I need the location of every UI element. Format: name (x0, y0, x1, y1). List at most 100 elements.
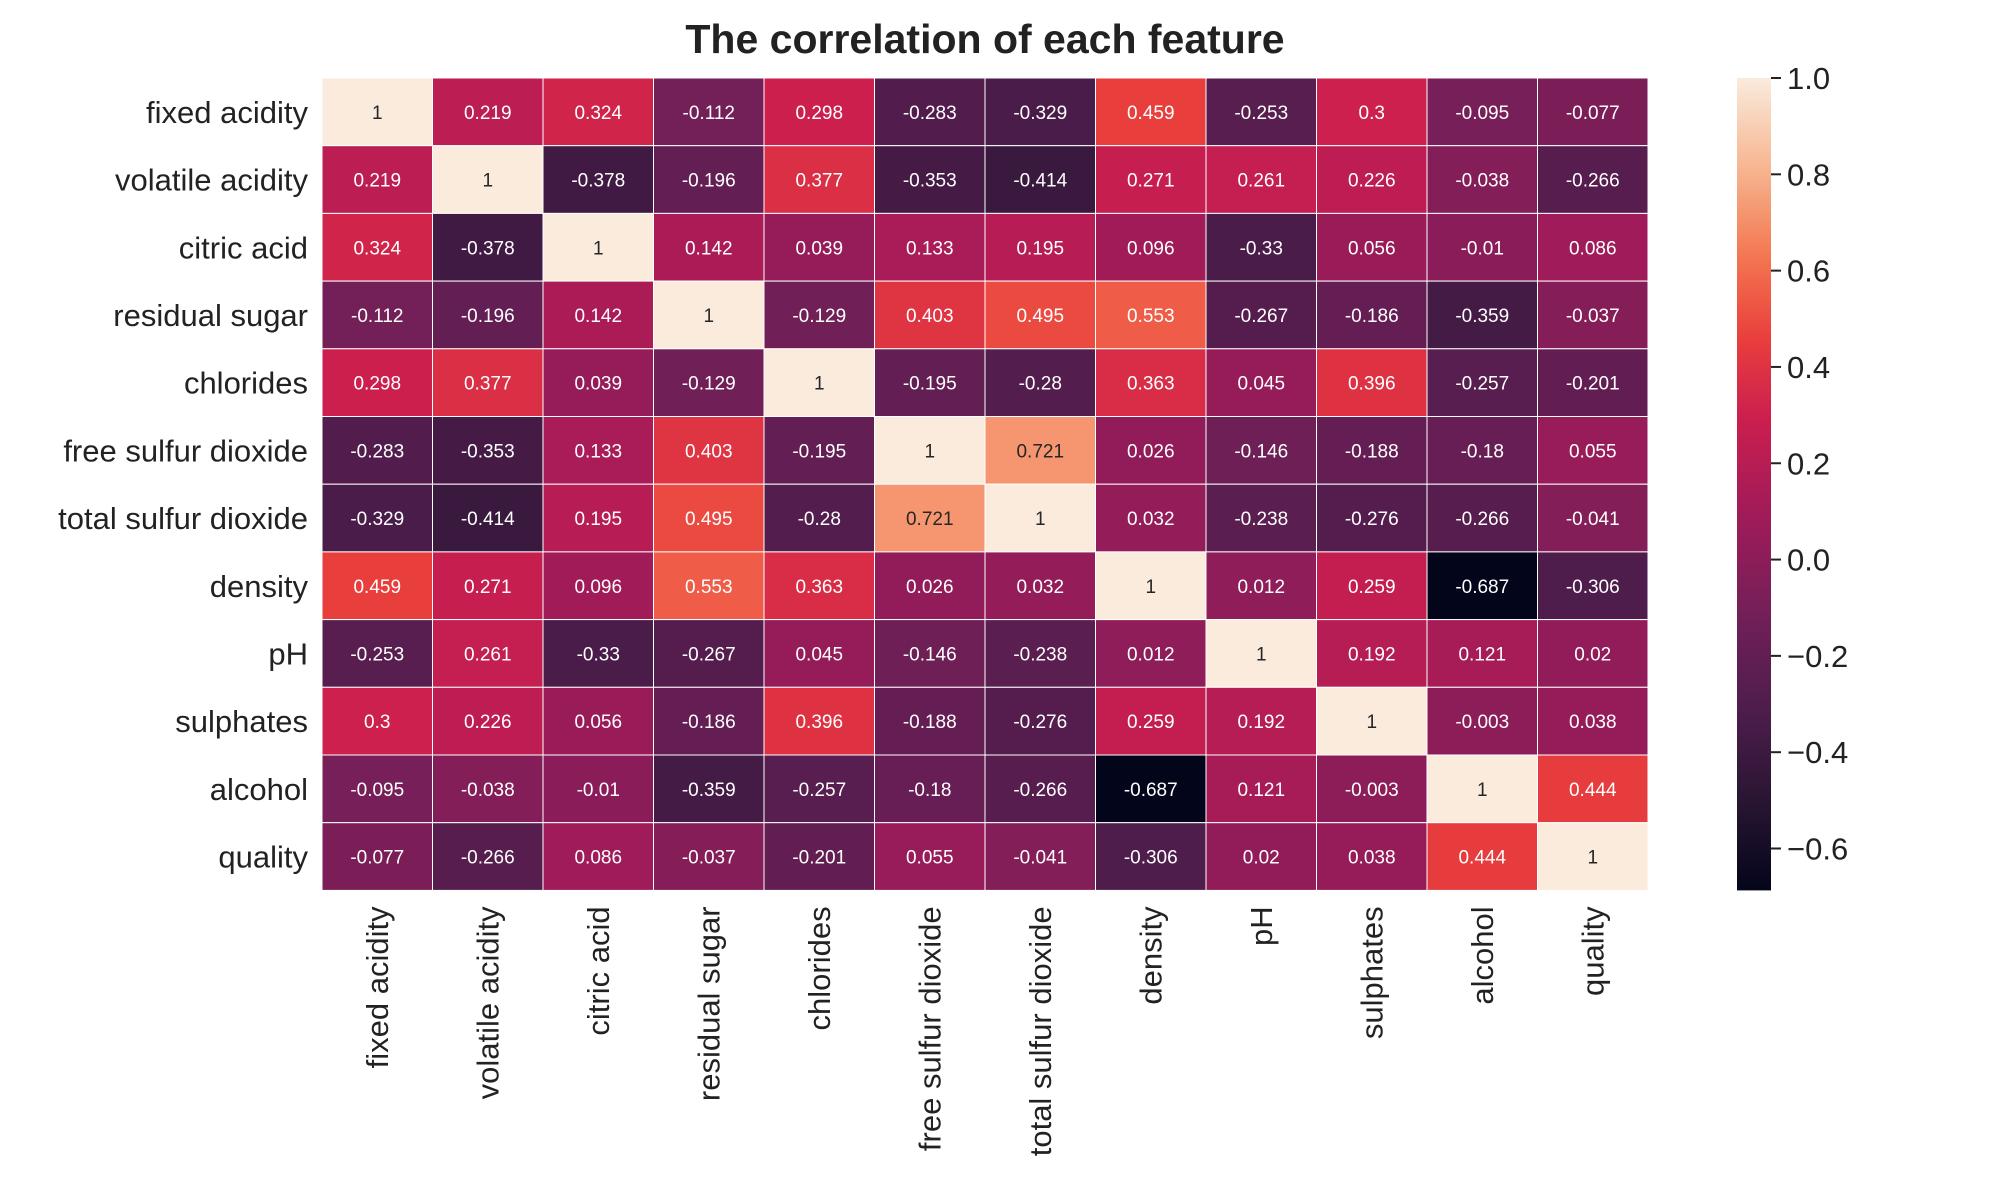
row-label: fixed acidity (146, 95, 308, 130)
cell-value-label: -0.283 (350, 441, 404, 462)
colorbar-ticks: 1.0 0.8 0.6 0.4 0.2 0.0 −0.2 −0.4 −0.6 (1771, 61, 1848, 867)
column-label: sulphates (1355, 906, 1390, 1039)
heatmap-cell (653, 551, 765, 621)
heatmap-cell (1537, 686, 1649, 756)
heatmap-cell (542, 77, 654, 147)
heatmap-cell (1205, 619, 1317, 688)
heatmap-cell (653, 619, 765, 688)
cell-value-label: -0.276 (1013, 712, 1067, 733)
heatmap-cell (432, 483, 544, 553)
cell-value-label: -0.267 (1234, 306, 1288, 327)
cell-value-label: 0.096 (1127, 238, 1175, 259)
cell-value-label: 0.444 (1458, 848, 1506, 869)
cell-value-label: 0.096 (574, 577, 622, 598)
cell-value-label: -0.077 (1566, 103, 1620, 124)
heatmap-cell (1537, 483, 1649, 553)
cell-value-label: 0.045 (795, 644, 843, 665)
cell-value-label: 0.3 (364, 712, 390, 733)
heatmap-cell (1205, 416, 1317, 485)
heatmap-cell (1426, 212, 1538, 282)
cell-value-label: -0.037 (1566, 306, 1620, 327)
cell-value-label: -0.306 (1566, 577, 1620, 598)
row-label: volatile acidity (115, 163, 308, 198)
heatmap-cell (1426, 551, 1538, 621)
heatmap-cell (1426, 686, 1538, 756)
cell-value-label: 1 (1256, 644, 1267, 665)
cell-value-label: 0.219 (464, 103, 512, 124)
row-label: citric acid (179, 230, 308, 265)
heatmap-cell (1205, 754, 1317, 824)
cell-value-label: -0.196 (461, 306, 515, 327)
row-label: quality (218, 840, 308, 875)
heatmap-cell (874, 822, 986, 891)
heatmap-cell (432, 686, 544, 756)
cell-value-label: -0.267 (682, 644, 736, 665)
cell-value-label: 0.721 (906, 509, 954, 530)
heatmap-cell (1316, 416, 1428, 485)
cell-value-label: -0.186 (1345, 306, 1399, 327)
heatmap-cell (874, 754, 986, 824)
cell-value-label: 0.039 (795, 238, 843, 259)
cell-value-label: 0.121 (1237, 780, 1285, 801)
cell-value-label: 0.261 (464, 644, 512, 665)
heatmap-cell (321, 348, 433, 417)
cell-value-label: -0.038 (1455, 171, 1509, 192)
cell-value-label: -0.186 (682, 712, 736, 733)
heatmap-cell (321, 551, 433, 621)
heatmap-cell (1205, 280, 1317, 350)
heatmap-cell (874, 416, 986, 485)
cell-value-label: -0.146 (1234, 441, 1288, 462)
row-label: density (210, 569, 309, 604)
cell-value-label: -0.146 (903, 644, 957, 665)
column-label: density (1134, 906, 1169, 1005)
heatmap-cell (874, 145, 986, 214)
cell-value-label: -0.041 (1013, 848, 1067, 869)
heatmap-cell (763, 686, 875, 756)
heatmap-cell (1426, 754, 1538, 824)
heatmap-cell (1095, 77, 1207, 147)
heatmap-cell (1095, 619, 1207, 688)
cell-value-label: 1 (1145, 577, 1156, 598)
heatmap-cell (432, 280, 544, 350)
heatmap-cell (1205, 483, 1317, 553)
cell-value-label: 0.403 (906, 306, 954, 327)
heatmap-cell (763, 551, 875, 621)
heatmap-cell (1095, 551, 1207, 621)
heatmap-cell (321, 619, 433, 688)
cell-value-label: 0.363 (795, 577, 843, 598)
cell-value-label: -0.359 (682, 780, 736, 801)
heatmap-cell (321, 145, 433, 214)
heatmap-cell (1426, 145, 1538, 214)
heatmap-cell (1205, 145, 1317, 214)
heatmap-cell (874, 619, 986, 688)
cell-value-label: -0.201 (792, 848, 846, 869)
cell-value-label: -0.266 (461, 848, 515, 869)
heatmap-cell (1537, 619, 1649, 688)
heatmap-cell (1537, 551, 1649, 621)
heatmap-cell (1426, 280, 1538, 350)
cell-value-label: 0.121 (1458, 644, 1506, 665)
heatmap-cell (1426, 822, 1538, 891)
heatmap-cell (763, 348, 875, 417)
cell-value-label: 0.403 (685, 441, 733, 462)
row-label: chlorides (184, 366, 308, 401)
cell-value-label: 1 (372, 103, 383, 124)
cell-value-label: 1 (593, 238, 604, 259)
cell-value-label: 0.459 (1127, 103, 1175, 124)
heatmap-cell (984, 619, 1096, 688)
cell-value-label: -0.353 (903, 171, 957, 192)
cell-value-label: 0.298 (795, 103, 843, 124)
cell-value-label: -0.003 (1455, 712, 1509, 733)
heatmap-cell (653, 686, 765, 756)
column-label: citric acid (581, 906, 616, 1035)
cell-value-label: 0.02 (1574, 644, 1611, 665)
heatmap-cell (1537, 416, 1649, 485)
chart-title: The correlation of each feature (685, 16, 1284, 62)
cell-value-label: 0.363 (1127, 374, 1175, 395)
heatmap-cell (542, 483, 654, 553)
heatmap-cell (1316, 77, 1428, 147)
heatmap-cell (984, 212, 1096, 282)
heatmap-cell (874, 348, 986, 417)
cell-value-label: 0.026 (1127, 441, 1175, 462)
